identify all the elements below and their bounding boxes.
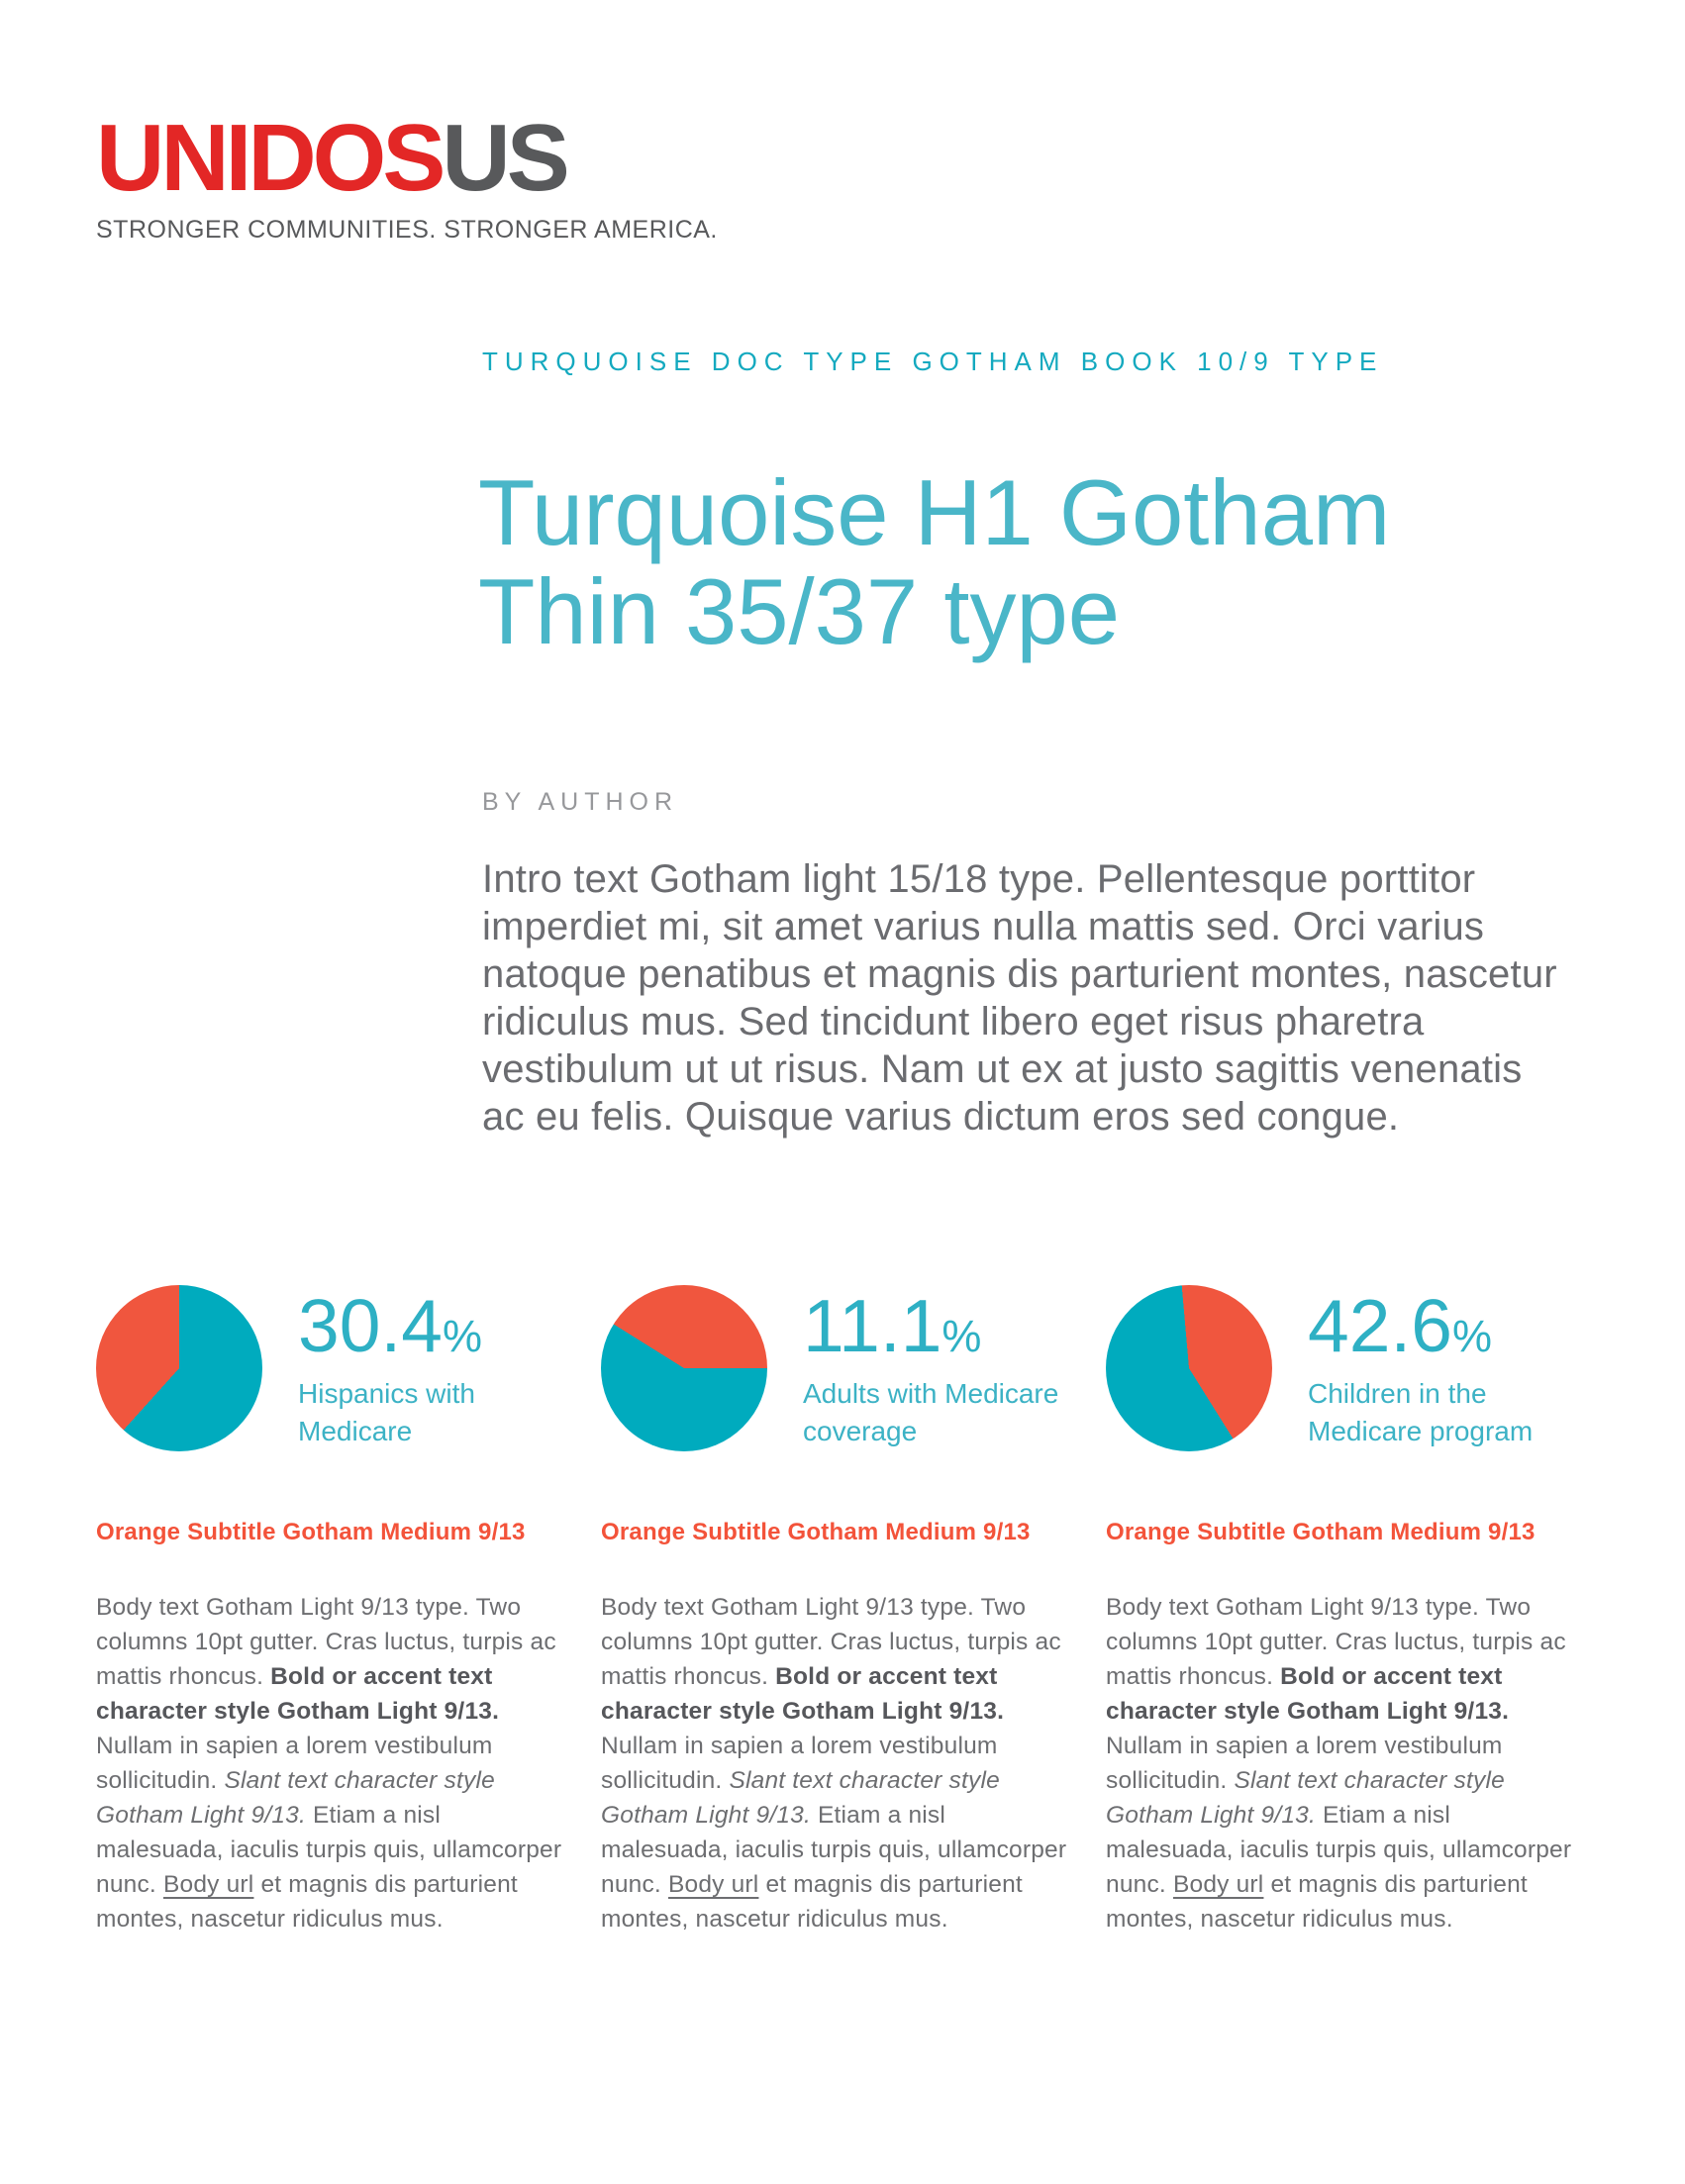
logo-tagline: STRONGER COMMUNITIES. STRONGER AMERICA. — [96, 216, 718, 244]
column-subtitle: Orange Subtitle Gotham Medium 9/13 — [96, 1519, 526, 1545]
stat-label: Hispanics with Medicare — [298, 1377, 475, 1446]
stat-number: 11.1 — [803, 1284, 942, 1367]
column-subtitle: Orange Subtitle Gotham Medium 9/13 — [1106, 1519, 1536, 1545]
body-text-segment: Nullam in sapien a lorem vestibulum soll… — [96, 1733, 493, 1794]
body-column: Body text Gotham Light 9/13 type. Two co… — [96, 1590, 569, 1936]
body-text-segment: Slant text character style Gotham Light … — [96, 1767, 495, 1829]
percent-sign: % — [442, 1311, 482, 1361]
body-text-segment: Bold or accent text character style Goth… — [1106, 1663, 1510, 1725]
body-text-segment: Body text Gotham Light 9/13 type. Two co… — [601, 1594, 1061, 1690]
stats-row: 30.4% Hispanics with Medicare 11.1% Adul… — [96, 1285, 1579, 1451]
percent-sign: % — [942, 1311, 982, 1361]
body-text-segment: Etiam a nisl malesuada, iaculis turpis q… — [96, 1802, 562, 1898]
body-columns: Body text Gotham Light 9/13 type. Two co… — [96, 1590, 1579, 1936]
stat-item: 42.6% Children in the Medicare program — [1106, 1285, 1579, 1451]
body-text-segment: Bold or accent text character style Goth… — [96, 1663, 500, 1725]
stat-value: 11.1% — [803, 1287, 1074, 1365]
body-column: Body text Gotham Light 9/13 type. Two co… — [601, 1590, 1074, 1936]
body-text-segment: et magnis dis parturient montes, nascetu… — [1106, 1871, 1528, 1933]
body-text-segment: Etiam a nisl malesuada, iaculis turpis q… — [601, 1802, 1067, 1898]
body-text-segment: Bold or accent text character style Goth… — [601, 1663, 1005, 1725]
pie-chart-adults-medicare — [601, 1285, 767, 1451]
logo-unidos-text: UNIDOS — [96, 105, 446, 211]
body-url-link[interactable]: Body url — [1172, 1871, 1264, 1898]
body-text-segment: et magnis dis parturient montes, nascetu… — [96, 1871, 518, 1933]
intro-paragraph: Intro text Gotham light 15/18 type. Pell… — [482, 857, 1557, 1139]
stat-text: 42.6% Children in the Medicare program — [1308, 1287, 1579, 1450]
pie-chart-hispanics-medicare — [96, 1285, 262, 1451]
body-column: Body text Gotham Light 9/13 type. Two co… — [1106, 1590, 1579, 1936]
pie-chart-children-medicare — [1106, 1285, 1272, 1451]
stat-label: Adults with Medicare coverage — [803, 1377, 1059, 1446]
body-text-segment: et magnis dis parturient montes, nascetu… — [601, 1871, 1023, 1933]
body-url-link[interactable]: Body url — [162, 1871, 254, 1898]
stat-value: 42.6% — [1308, 1287, 1579, 1365]
stat-number: 42.6 — [1308, 1284, 1452, 1367]
logo-us-text: US — [442, 105, 569, 211]
subtitle-row: Orange Subtitle Gotham Medium 9/13 Orang… — [96, 1519, 1579, 1546]
stat-item: 30.4% Hispanics with Medicare — [96, 1285, 569, 1451]
body-text-segment: Body text Gotham Light 9/13 type. Two co… — [96, 1594, 556, 1690]
stat-number: 30.4 — [298, 1284, 443, 1367]
stat-text: 11.1% Adults with Medicare coverage — [803, 1287, 1074, 1450]
stat-label: Children in the Medicare program — [1308, 1377, 1534, 1446]
body-text-segment: Nullam in sapien a lorem vestibulum soll… — [601, 1733, 998, 1794]
body-text-segment: Slant text character style Gotham Light … — [1106, 1767, 1505, 1829]
byline: BY AUTHOR — [482, 788, 679, 816]
percent-sign: % — [1451, 1311, 1492, 1361]
column-subtitle: Orange Subtitle Gotham Medium 9/13 — [601, 1519, 1031, 1545]
page-title: Turquoise H1 Gotham Thin 35/37 type — [478, 463, 1390, 661]
doc-type-eyebrow: TURQUOISE DOC TYPE GOTHAM BOOK 10/9 TYPE — [482, 347, 1384, 376]
title-line-2: Thin 35/37 type — [478, 559, 1120, 663]
stat-value: 30.4% — [298, 1287, 569, 1365]
body-text-segment: Slant text character style Gotham Light … — [601, 1767, 1000, 1829]
stat-item: 11.1% Adults with Medicare coverage — [601, 1285, 1074, 1451]
stat-text: 30.4% Hispanics with Medicare — [298, 1287, 569, 1450]
unidosus-logo: UNIDOSUS STRONGER COMMUNITIES. STRONGER … — [96, 111, 718, 245]
title-line-1: Turquoise H1 Gotham — [478, 460, 1391, 564]
body-text-segment: Etiam a nisl malesuada, iaculis turpis q… — [1106, 1802, 1572, 1898]
logo-wordmark: UNIDOSUS — [96, 111, 718, 206]
body-text-segment: Body text Gotham Light 9/13 type. Two co… — [1106, 1594, 1566, 1690]
body-text-segment: Nullam in sapien a lorem vestibulum soll… — [1106, 1733, 1503, 1794]
body-url-link[interactable]: Body url — [667, 1871, 759, 1898]
